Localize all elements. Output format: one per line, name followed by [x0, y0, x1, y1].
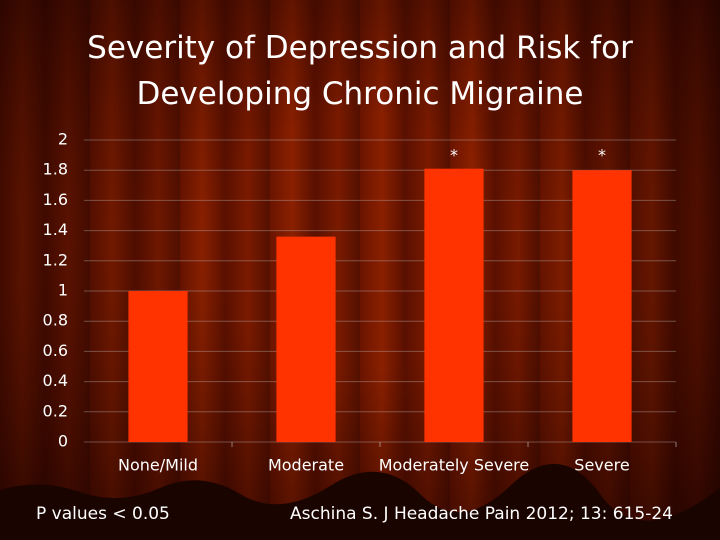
bar — [276, 236, 336, 442]
y-tick-label: 1 — [58, 281, 68, 300]
x-tick-label: Moderate — [268, 456, 344, 475]
chart-title: Severity of Depression and Risk for Devel… — [87, 30, 633, 112]
y-tick-label: 0.4 — [43, 371, 68, 390]
footnote: P values < 0.05 — [36, 504, 170, 524]
x-tick-label: None/Mild — [118, 456, 198, 475]
y-tick-label: 0.6 — [43, 341, 68, 360]
x-tick-label: Severe — [574, 456, 629, 475]
bar — [572, 170, 632, 442]
citation: Aschina S. J Headache Pain 2012; 13: 615… — [290, 504, 673, 524]
y-tick-label: 1.6 — [43, 190, 68, 209]
x-tick-label: Moderately Severe — [379, 456, 529, 475]
y-tick-label: 0.8 — [43, 311, 68, 330]
curtain-bottom — [0, 463, 720, 540]
y-tick-label: 0 — [58, 432, 68, 451]
bar — [424, 168, 484, 442]
y-tick-label: 1.2 — [43, 250, 68, 269]
significance-marker: * — [450, 146, 458, 165]
y-tick-label: 0.2 — [43, 401, 68, 420]
y-tick-label: 2 — [58, 130, 68, 149]
y-tick-label: 1.8 — [43, 160, 68, 179]
significance-marker: * — [598, 146, 606, 165]
y-tick-label: 1.4 — [43, 220, 68, 239]
bar — [128, 291, 188, 442]
